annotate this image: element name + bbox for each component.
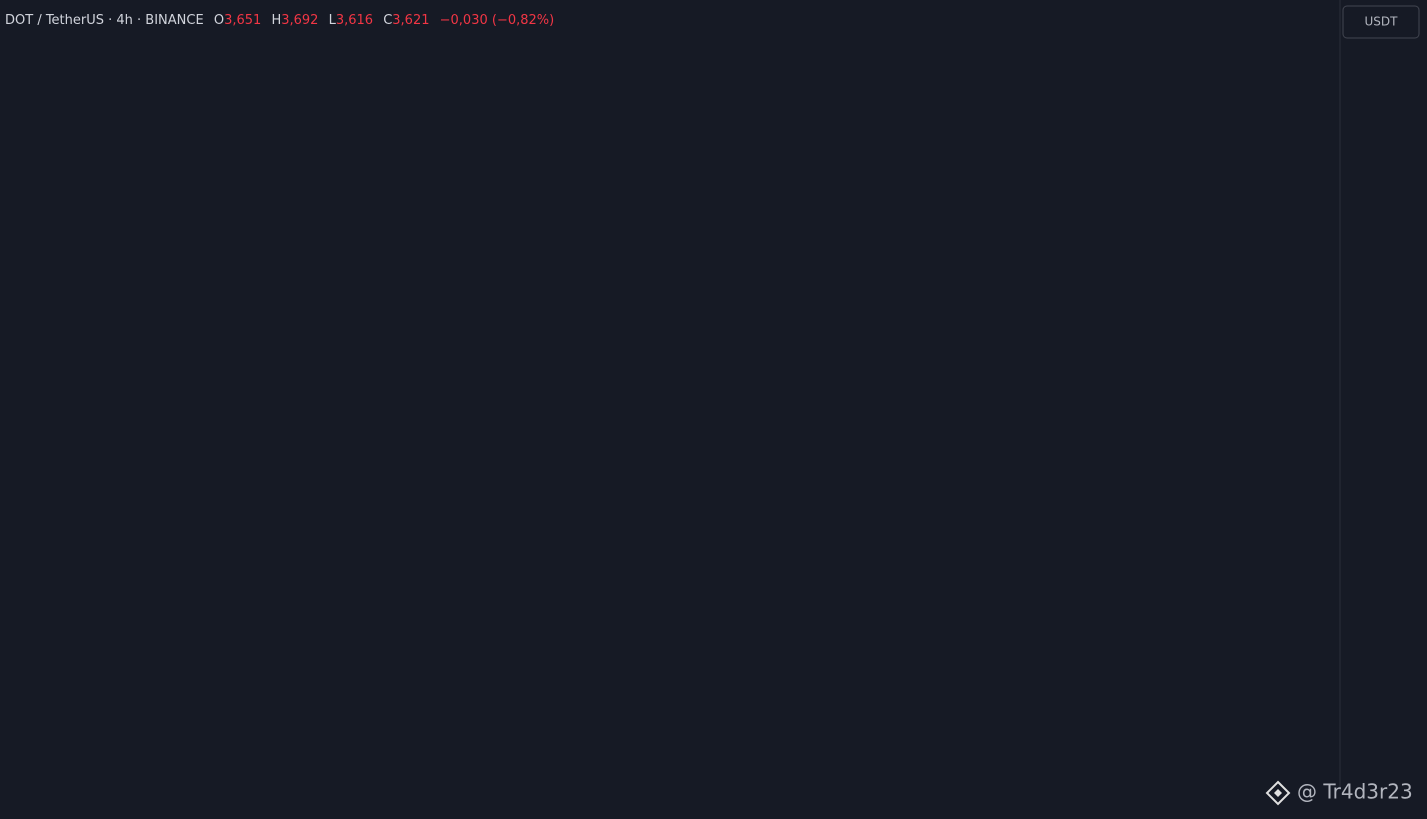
watermark: @ Tr4d3r23: [1297, 780, 1413, 804]
ohlc-label: L: [329, 13, 337, 28]
change: −0,030 (−0,82%): [440, 13, 555, 28]
ohlc-label: C: [383, 13, 392, 28]
ohlc-label: H: [271, 13, 281, 28]
ohlc-value: 3,621: [392, 13, 429, 28]
watermark-icon: [1265, 780, 1291, 806]
symbol: DOT / TetherUS · 4h · BINANCE: [5, 13, 204, 28]
currency[interactable]: USDT: [1365, 15, 1399, 29]
ohlc-value: 3,692: [281, 13, 318, 28]
currency-button[interactable]: [1342, 5, 1420, 39]
ohlc-value: 3,651: [224, 13, 261, 28]
ohlc-label: O: [214, 13, 224, 28]
header: DOT / TetherUS · 4h · BINANCE O3,651 H3,…: [5, 13, 554, 28]
ohlc-value: 3,616: [336, 13, 373, 28]
